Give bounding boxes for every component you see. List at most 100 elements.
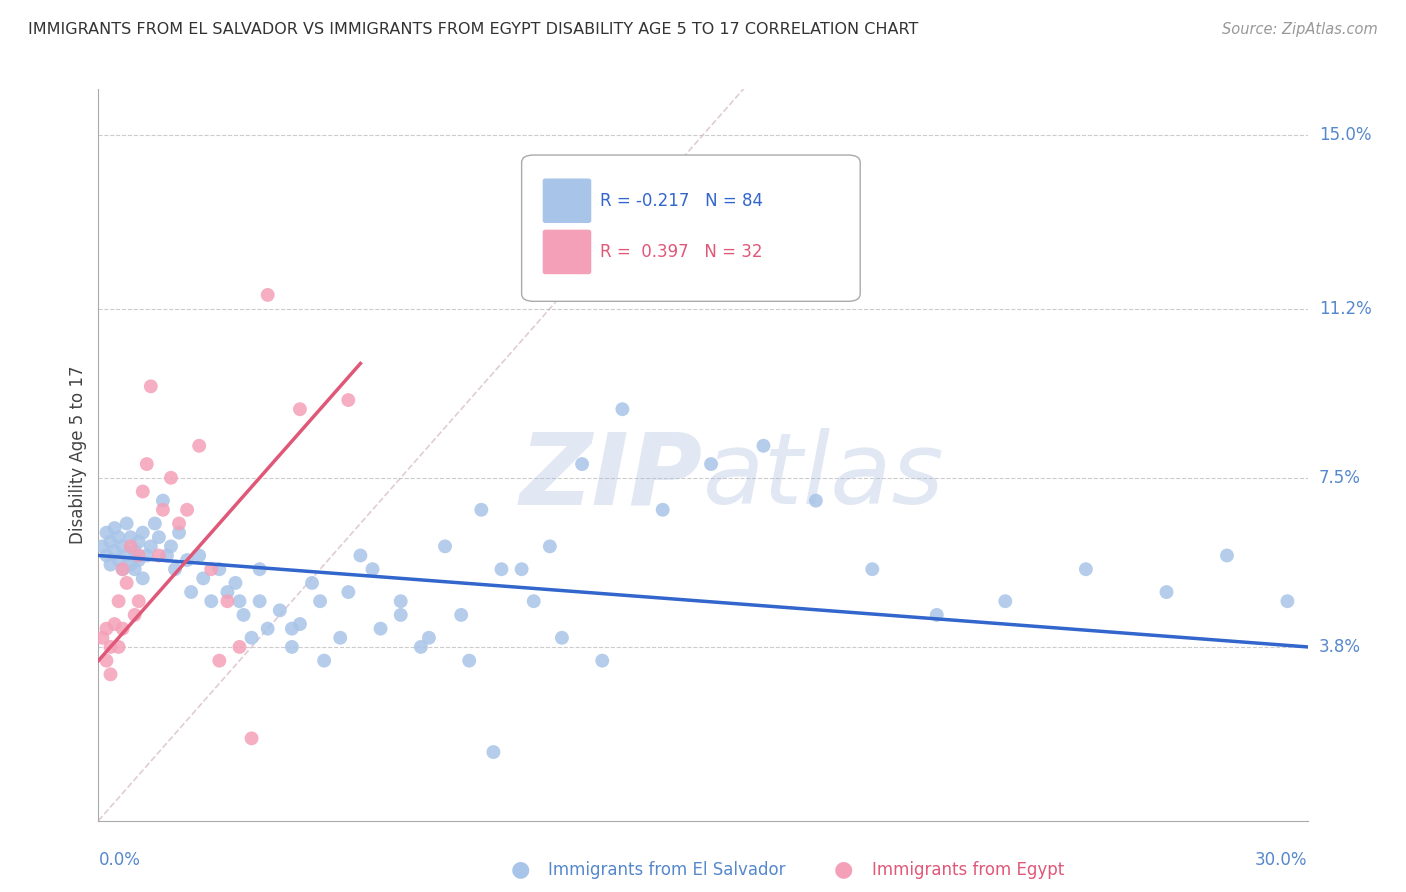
Point — [1277, 594, 1299, 608]
Point — [115, 576, 138, 591]
Point — [132, 525, 155, 540]
Text: ●: ● — [834, 860, 853, 880]
Text: ZIP: ZIP — [520, 428, 703, 525]
Point — [551, 631, 574, 645]
Point — [91, 539, 114, 553]
Point — [434, 539, 457, 553]
Point — [752, 439, 775, 453]
Point — [148, 530, 170, 544]
Point — [337, 585, 360, 599]
Point — [188, 549, 211, 563]
Point — [188, 439, 211, 453]
Point — [107, 594, 129, 608]
Point — [249, 594, 271, 608]
Point — [135, 549, 157, 563]
Point — [240, 731, 263, 746]
Point — [139, 539, 162, 553]
Point — [256, 622, 278, 636]
Point — [152, 493, 174, 508]
Text: 15.0%: 15.0% — [1319, 126, 1371, 144]
Point — [249, 562, 271, 576]
Point — [100, 558, 122, 572]
Point — [120, 530, 142, 544]
Point — [470, 502, 492, 516]
Point — [91, 631, 114, 645]
Point — [176, 502, 198, 516]
Point — [120, 539, 142, 553]
Point — [200, 562, 222, 576]
Point — [314, 654, 336, 668]
Point — [591, 654, 613, 668]
Point — [163, 562, 186, 576]
Point — [143, 516, 166, 531]
Point — [148, 549, 170, 563]
Point — [107, 640, 129, 654]
Point — [281, 622, 304, 636]
Point — [103, 617, 125, 632]
Point — [139, 379, 162, 393]
Text: R = -0.217   N = 84: R = -0.217 N = 84 — [600, 192, 763, 211]
Point — [107, 553, 129, 567]
Point — [100, 667, 122, 681]
Point — [538, 539, 561, 553]
Text: IMMIGRANTS FROM EL SALVADOR VS IMMIGRANTS FROM EGYPT DISABILITY AGE 5 TO 17 CORR: IMMIGRANTS FROM EL SALVADOR VS IMMIGRANT… — [28, 22, 918, 37]
Point — [128, 594, 150, 608]
Point — [124, 607, 146, 622]
Point — [240, 631, 263, 645]
Point — [1216, 549, 1239, 563]
Point — [288, 617, 311, 632]
Point — [124, 544, 146, 558]
Point — [208, 654, 231, 668]
Point — [156, 549, 179, 563]
Point — [132, 571, 155, 585]
Point — [925, 607, 948, 622]
FancyBboxPatch shape — [543, 230, 591, 274]
Point — [458, 654, 481, 668]
Point — [994, 594, 1017, 608]
Point — [224, 576, 246, 591]
Point — [651, 502, 673, 516]
Text: 3.8%: 3.8% — [1319, 638, 1361, 656]
Point — [301, 576, 323, 591]
Point — [111, 539, 134, 553]
Point — [217, 585, 239, 599]
Y-axis label: Disability Age 5 to 17: Disability Age 5 to 17 — [69, 366, 87, 544]
Point — [510, 562, 533, 576]
Point — [217, 594, 239, 608]
Point — [107, 530, 129, 544]
Point — [370, 622, 392, 636]
Point — [120, 558, 142, 572]
Point — [96, 525, 118, 540]
Point — [103, 544, 125, 558]
Text: atlas: atlas — [703, 428, 945, 525]
Point — [128, 534, 150, 549]
Point — [176, 553, 198, 567]
Point — [111, 562, 134, 576]
Point — [232, 607, 254, 622]
Point — [700, 457, 723, 471]
Point — [1156, 585, 1178, 599]
Point — [571, 457, 593, 471]
Point — [389, 607, 412, 622]
Point — [160, 471, 183, 485]
Point — [128, 553, 150, 567]
Text: Source: ZipAtlas.com: Source: ZipAtlas.com — [1222, 22, 1378, 37]
Text: 30.0%: 30.0% — [1256, 851, 1308, 869]
Point — [160, 539, 183, 553]
Point — [128, 549, 150, 563]
Text: 11.2%: 11.2% — [1319, 300, 1371, 318]
Point — [309, 594, 332, 608]
Point — [167, 516, 190, 531]
Point — [228, 640, 250, 654]
Point — [208, 562, 231, 576]
Text: 7.5%: 7.5% — [1319, 469, 1361, 487]
Point — [288, 402, 311, 417]
Point — [115, 516, 138, 531]
Point — [450, 607, 472, 622]
Point — [180, 585, 202, 599]
Point — [167, 525, 190, 540]
Point — [523, 594, 546, 608]
Point — [418, 631, 440, 645]
Point — [409, 640, 432, 654]
Point — [491, 562, 513, 576]
